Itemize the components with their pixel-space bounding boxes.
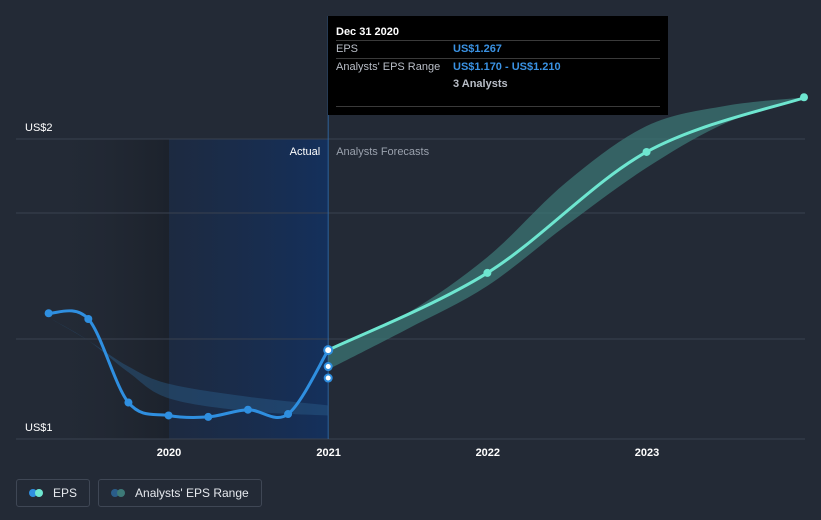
tooltip-range-row: Analysts' EPS Range US$1.170 - US$1.210 xyxy=(336,59,660,76)
historical-range-band xyxy=(48,317,329,416)
tooltip-range-value: US$1.170 - US$1.210 xyxy=(453,61,561,73)
chart-legend: EPS Analysts' EPS Range xyxy=(16,479,262,507)
eps-actual-point-7 xyxy=(323,345,334,356)
eps-actual-point-3 xyxy=(164,411,173,420)
eps-forecast-line xyxy=(326,95,808,352)
tooltip-analysts-row: 3 Analysts xyxy=(336,76,660,93)
tooltip-analysts-count: 3 Analysts xyxy=(453,78,508,90)
range-marker-0 xyxy=(323,362,333,372)
eps-actual-point-1 xyxy=(84,315,93,323)
y-tick-label-0: US$2 xyxy=(25,122,53,134)
past-period-shade xyxy=(16,139,169,439)
eps-forecast-point-3 xyxy=(800,93,808,102)
forecast-region-label: Analysts Forecasts xyxy=(336,146,429,158)
eps-legend-icon xyxy=(29,489,45,497)
legend-range-label: Analysts' EPS Range xyxy=(135,486,249,500)
legend-item-range[interactable]: Analysts' EPS Range xyxy=(98,479,262,507)
x-tick-label-2021: 2021 xyxy=(316,447,340,459)
y-tick-label-1: US$1 xyxy=(25,422,53,434)
x-tick-label-2020: 2020 xyxy=(157,447,181,459)
forecast-range-band xyxy=(328,97,806,370)
actual-period-shade xyxy=(169,139,329,439)
eps-forecast-point-2 xyxy=(642,147,651,156)
range-marker-1 xyxy=(323,373,333,383)
range-legend-icon xyxy=(111,489,127,497)
x-tick-label-2023: 2023 xyxy=(635,447,659,459)
eps-actual-point-5 xyxy=(243,405,252,414)
hover-tooltip: Dec 31 2020 EPS US$1.267 Analysts' EPS R… xyxy=(328,16,668,115)
tooltip-eps-value: US$1.267 xyxy=(453,43,502,55)
actual-region-label: Actual xyxy=(290,146,321,158)
eps-actual-point-6 xyxy=(284,410,293,419)
tooltip-eps-row: EPS US$1.267 xyxy=(336,41,660,59)
tooltip-range-label: Analysts' EPS Range xyxy=(336,61,441,73)
legend-item-eps[interactable]: EPS xyxy=(16,479,91,507)
legend-eps-label: EPS xyxy=(53,486,78,500)
tooltip-eps-label: EPS xyxy=(336,43,359,55)
eps-forecast-point-1 xyxy=(483,268,492,277)
eps-actual-point-4 xyxy=(204,412,213,421)
tooltip-date: Dec 31 2020 xyxy=(336,24,660,41)
eps-actual-point-2 xyxy=(124,398,133,407)
x-tick-label-2022: 2022 xyxy=(476,447,500,459)
eps-actual-point-0 xyxy=(44,309,53,318)
